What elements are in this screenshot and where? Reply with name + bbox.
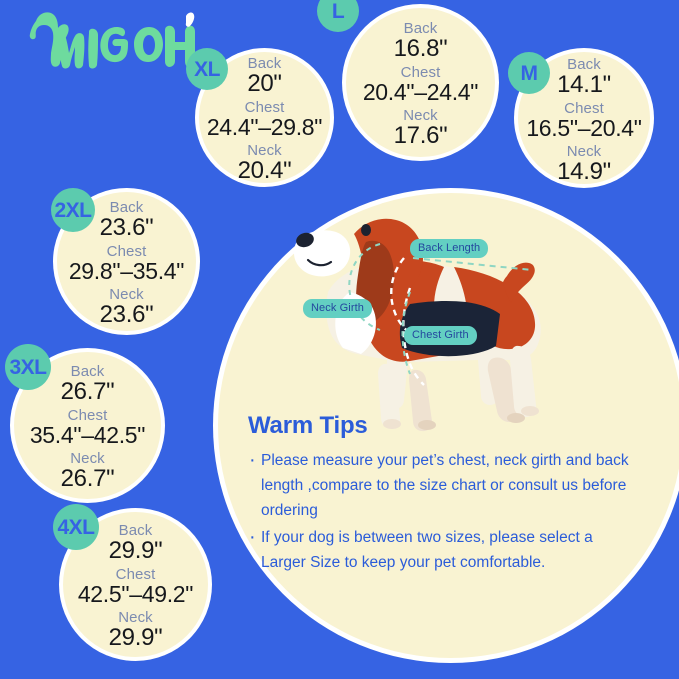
pill-neck-girth: Neck Girth [303,299,372,318]
warm-tips-title: Warm Tips [248,412,368,439]
neck-girth-guide-inner [390,257,420,341]
value-neck: 14.9" [557,157,611,185]
size-bubble-xl: XL Back 20" Chest 24.4"–29.8" Neck 20.4" [186,48,330,184]
value-neck: 26.7" [60,465,115,492]
warm-tips-list: Please measure your pet’s chest, neck gi… [248,447,640,576]
label-chest: Chest [106,243,147,260]
size-badge-4xl: 4XL [53,504,99,550]
value-neck: 29.9" [108,624,163,651]
migohi-logo-icon [29,12,195,69]
label-chest: Chest [115,566,156,583]
size-bubble-l: L Back 16.8" Chest 20.4"–24.4" Neck 17.6… [317,0,495,157]
warm-tip-item: Please measure your pet’s chest, neck gi… [248,447,640,523]
value-chest: 29.8"–35.4" [68,258,185,284]
value-back: 26.7" [60,378,115,405]
label-back: Back [403,20,438,37]
size-badge-2xl: 2XL [51,188,95,232]
size-bubble-4xl: 4XL Back 29.9" Chest 42.5"–49.2" Neck 29… [53,504,208,657]
label-neck: Neck [109,286,144,303]
pill-chest-girth: Chest Girth [404,326,477,345]
label-neck: Neck [118,609,153,626]
label-back: Back [70,363,105,380]
value-chest: 35.4"–42.5" [29,422,146,448]
chest-girth-guide [402,287,425,386]
size-bubble-3xl: 3XL Back 26.7" Chest 35.4"–42.5" Neck 26… [5,344,161,499]
label-neck: Neck [566,142,602,160]
label-back: Back [247,55,282,72]
label-back: Back [118,522,153,539]
value-chest: 42.5"–49.2" [77,581,194,607]
label-chest: Chest [67,407,108,424]
label-neck: Neck [247,142,282,159]
warm-tips-section: Warm Tips Please measure your pet’s ches… [248,412,640,578]
size-badge-xl: XL [186,48,228,90]
label-chest: Chest [244,99,285,116]
value-neck: 17.6" [393,122,448,149]
label-back: Back [109,199,144,216]
pill-back-length: Back Length [410,239,489,258]
value-chest: 24.4"–29.8" [206,114,323,140]
chest-girth-guide-outer [401,291,411,375]
label-back: Back [567,55,601,73]
back-length-guide [412,257,533,271]
value-back: 14.1" [557,70,611,98]
brand-logo [16,4,196,72]
label-neck: Neck [403,107,438,124]
value-back: 29.9" [108,537,163,564]
value-neck: 23.6" [99,301,154,328]
label-neck: Neck [70,450,105,467]
value-chest: 16.5"–20.4" [526,114,642,141]
value-back: 16.8" [393,35,448,62]
size-bubble-m: M Back 14.1" Chest 16.5"–20.4" Neck 14.9… [508,52,650,185]
value-neck: 20.4" [237,157,292,184]
size-bubble-2xl: 2XL Back 23.6" Chest 29.8"–35.4" Neck 23… [51,188,196,331]
neck-girth-guide [348,243,381,331]
value-chest: 20.4"–24.4" [362,79,479,105]
size-badge-l: L [317,0,359,32]
size-badge-m: M [508,52,550,94]
size-badge-3xl: 3XL [5,344,51,390]
value-back: 20" [247,70,282,97]
label-chest: Chest [400,64,441,81]
value-back: 23.6" [99,214,154,241]
label-chest: Chest [564,99,604,117]
warm-tip-item: If your dog is between two sizes, please… [248,524,640,575]
